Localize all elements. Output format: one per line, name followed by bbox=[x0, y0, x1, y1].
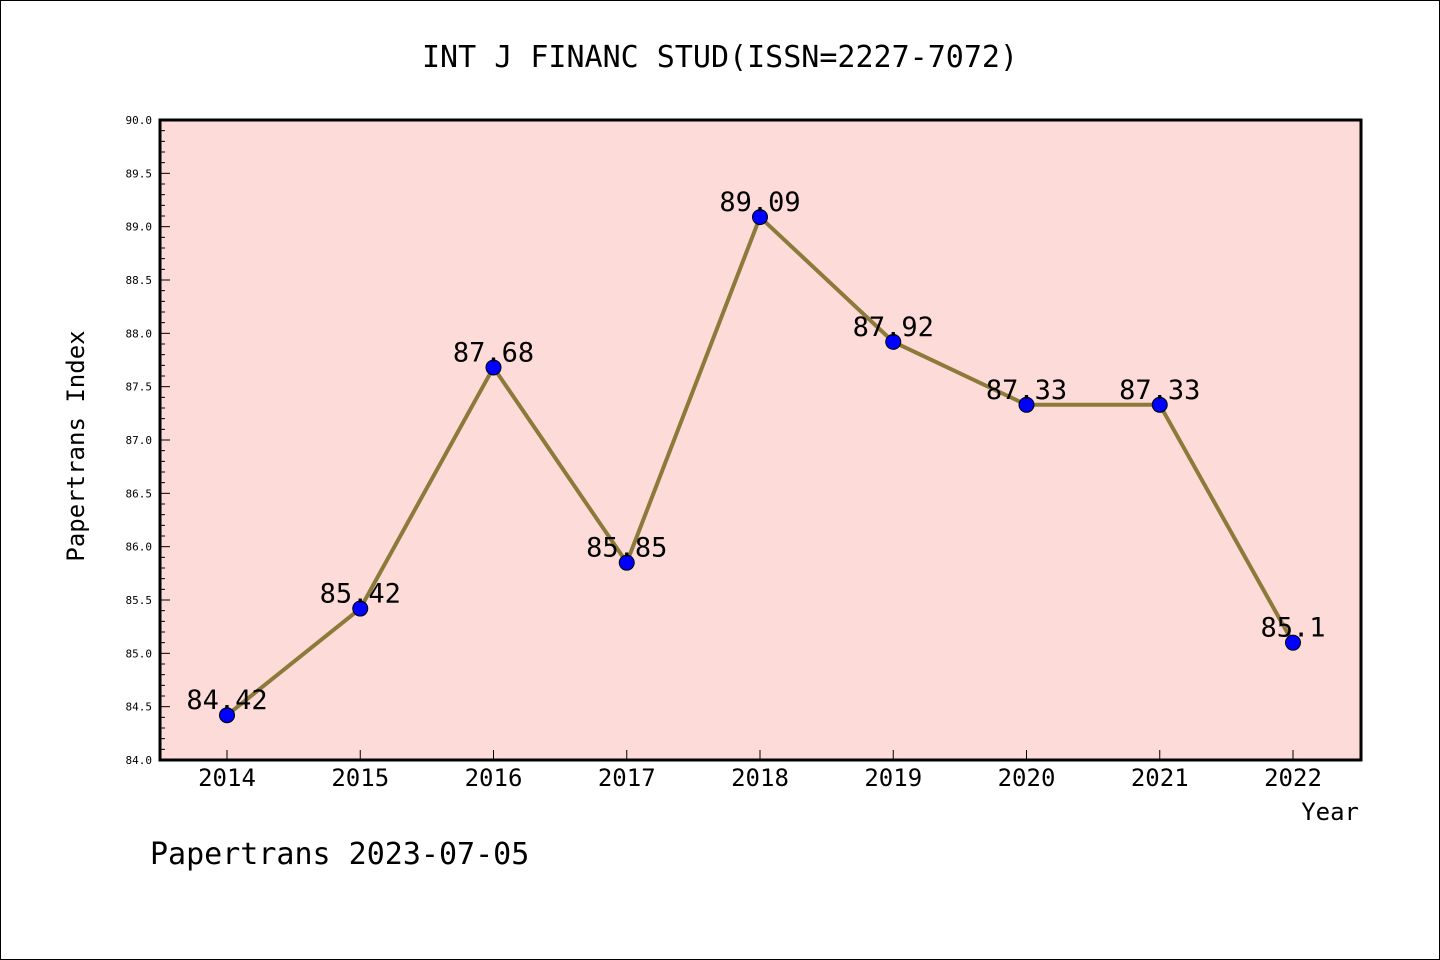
y-tick-label: 84.0 bbox=[126, 754, 153, 767]
x-tick-label: 2014 bbox=[198, 764, 256, 792]
y-tick-label: 84.5 bbox=[126, 701, 153, 714]
y-tick-label: 86.5 bbox=[126, 487, 153, 500]
chart-title: INT J FINANC STUD(ISSN=2227-7072) bbox=[422, 40, 1018, 75]
data-label: 87.92 bbox=[853, 312, 934, 343]
data-point-marker bbox=[219, 707, 235, 724]
x-axis-ticks: 2014 2015 2016 2017 2018 2019 2020 2021 2022 bbox=[198, 750, 1322, 792]
y-tick-label: 87.0 bbox=[126, 434, 153, 447]
data-label: 84.42 bbox=[186, 685, 267, 716]
x-tick-label: 2017 bbox=[598, 764, 656, 792]
y-tick-label: 87.5 bbox=[126, 381, 153, 394]
x-tick-label: 2022 bbox=[1264, 764, 1322, 792]
data-label: 87.68 bbox=[453, 337, 534, 368]
y-tick-label: 88.5 bbox=[126, 274, 153, 287]
data-label: 89.09 bbox=[719, 187, 800, 218]
data-point-marker bbox=[1151, 396, 1168, 413]
x-tick-label: 2018 bbox=[731, 764, 789, 792]
y-tick-label: 86.0 bbox=[126, 541, 153, 554]
data-point-marker bbox=[1018, 396, 1035, 413]
y-axis-ticks: 84.0 84.5 85.0 85.5 86.0 86.5 87.0 87.5 88.0 88.5… bbox=[126, 114, 170, 767]
x-tick-label: 2015 bbox=[331, 764, 389, 792]
y-tick-label: 88.0 bbox=[126, 327, 153, 340]
data-point-marker bbox=[1285, 634, 1301, 651]
series-markers bbox=[219, 209, 1301, 724]
data-label: 87.33 bbox=[986, 375, 1067, 406]
x-tick-label: 2016 bbox=[465, 764, 523, 792]
y-tick-label: 85.0 bbox=[126, 647, 153, 660]
data-label: 85.85 bbox=[586, 533, 667, 564]
x-axis-label: Year bbox=[1301, 798, 1359, 826]
data-point-marker bbox=[618, 554, 635, 571]
x-tick-label: 2021 bbox=[1131, 764, 1189, 792]
x-tick-label: 2019 bbox=[864, 764, 922, 792]
x-tick-label: 2020 bbox=[998, 764, 1056, 792]
data-point-marker bbox=[885, 333, 902, 350]
y-tick-label: 89.0 bbox=[126, 221, 153, 234]
y-tick-label: 90.0 bbox=[126, 114, 153, 127]
data-label: 85.42 bbox=[320, 579, 401, 610]
y-tick-label: 85.5 bbox=[126, 594, 153, 607]
data-point-marker bbox=[352, 600, 369, 617]
data-labels: 84.42 85.42 87.68 85.85 89.09 87.92 87.33 87.33… bbox=[186, 187, 1325, 716]
footer-note: Papertrans 2023-07-05 bbox=[150, 837, 529, 872]
data-point-marker bbox=[752, 209, 768, 226]
data-label: 85.1 bbox=[1260, 613, 1325, 644]
y-axis-label: Papertrans Index bbox=[62, 330, 90, 561]
data-point-marker bbox=[485, 359, 502, 376]
y-tick-label: 89.5 bbox=[126, 167, 153, 180]
plot-area bbox=[158, 118, 1363, 762]
data-label: 87.33 bbox=[1119, 375, 1200, 406]
